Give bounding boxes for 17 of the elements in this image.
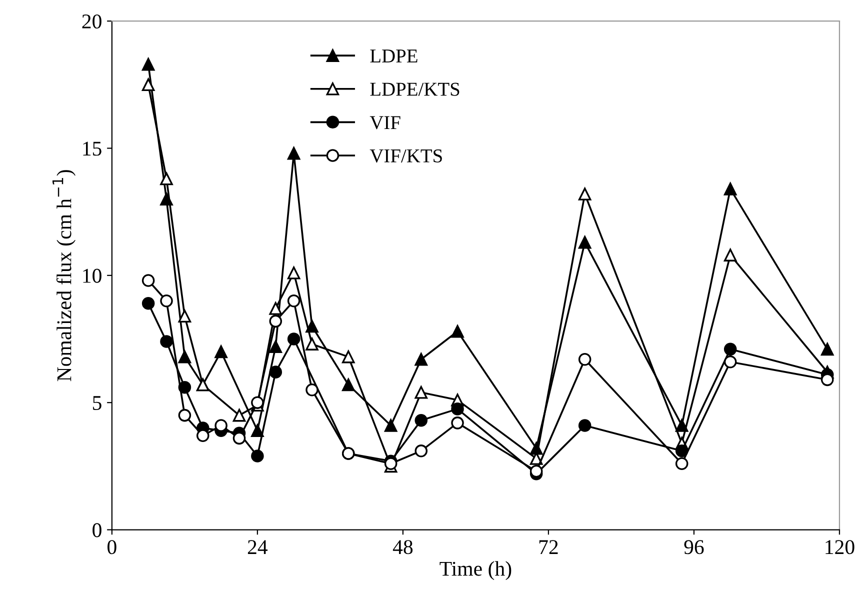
legend-label: LDPE/KTS: [370, 82, 460, 96]
x-tick-label: 24: [248, 540, 268, 554]
x-tick-label: 48: [392, 540, 413, 554]
y-tick-label: 5: [93, 396, 102, 410]
y-tick-label: 10: [83, 268, 102, 283]
x-tick-label: 0: [108, 540, 116, 554]
y-tick-label: 15: [83, 142, 102, 156]
x-tick-label: 96: [684, 540, 704, 554]
y-axis-title: Nomalized flux (cm h$^{−1}$): [52, 170, 76, 382]
legend-label: LDPE: [370, 50, 418, 62]
y-tick-label: 20: [82, 14, 102, 29]
legend-label: VIF/KTS: [370, 149, 442, 163]
x-tick-label: 120: [826, 540, 854, 554]
y-tick-label: 0: [92, 523, 102, 538]
x-axis-title: Time (h): [440, 561, 512, 580]
x-tick-label: 72: [539, 540, 558, 554]
legend-label: VIF: [370, 116, 400, 130]
